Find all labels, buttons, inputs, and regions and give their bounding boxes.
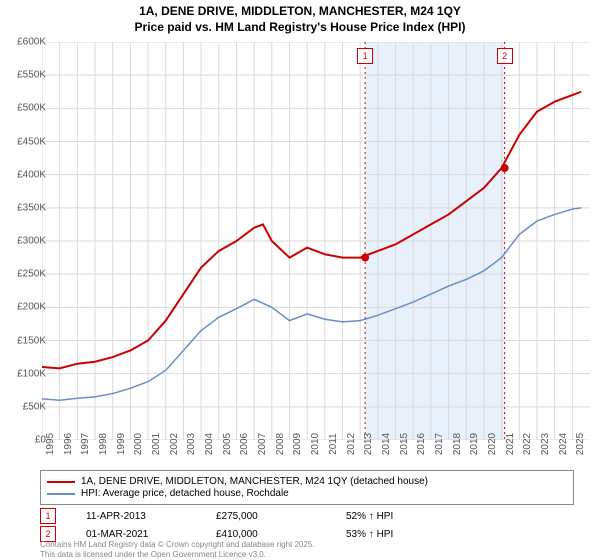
y-tick-label: £100K [17, 368, 46, 379]
x-tick-label: 2003 [186, 433, 197, 455]
x-tick-label: 2000 [133, 433, 144, 455]
sale-date: 01-MAR-2021 [86, 529, 216, 540]
x-tick-label: 2022 [522, 433, 533, 455]
x-tick-label: 2010 [310, 433, 321, 455]
footer: Contains HM Land Registry data © Crown c… [40, 540, 315, 559]
x-tick-label: 2025 [575, 433, 586, 455]
x-tick-label: 2007 [257, 433, 268, 455]
x-tick-label: 2017 [434, 433, 445, 455]
sale-row: 1 11-APR-2013£275,00052% ↑ HPI [40, 508, 560, 524]
y-tick-label: £200K [17, 302, 46, 313]
x-tick-label: 1999 [116, 433, 127, 455]
y-tick-label: £450K [17, 136, 46, 147]
x-tick-label: 1996 [63, 433, 74, 455]
chart-marker-badge: 1 [357, 48, 373, 64]
x-tick-label: 1995 [45, 433, 56, 455]
x-tick-label: 2012 [346, 433, 357, 455]
x-tick-label: 2002 [169, 433, 180, 455]
y-tick-label: £50K [23, 401, 46, 412]
sale-pct: 52% ↑ HPI [346, 511, 476, 522]
legend-swatch [47, 493, 75, 495]
x-tick-label: 2016 [416, 433, 427, 455]
y-tick-label: £350K [17, 202, 46, 213]
chart-title: 1A, DENE DRIVE, MIDDLETON, MANCHESTER, M… [0, 0, 600, 35]
y-tick-label: £300K [17, 236, 46, 247]
x-tick-label: 1997 [80, 433, 91, 455]
x-tick-label: 2006 [239, 433, 250, 455]
x-tick-label: 1998 [98, 433, 109, 455]
x-tick-label: 2019 [469, 433, 480, 455]
x-tick-label: 2018 [452, 433, 463, 455]
x-tick-label: 2004 [204, 433, 215, 455]
y-tick-label: £150K [17, 335, 46, 346]
y-tick-label: £250K [17, 269, 46, 280]
y-tick-label: £500K [17, 103, 46, 114]
y-tick-label: £600K [17, 37, 46, 48]
footer-line1: Contains HM Land Registry data © Crown c… [40, 540, 315, 550]
x-tick-label: 2015 [399, 433, 410, 455]
legend-label: HPI: Average price, detached house, Roch… [81, 488, 289, 499]
footer-line2: This data is licensed under the Open Gov… [40, 550, 315, 560]
x-tick-label: 2024 [558, 433, 569, 455]
x-tick-label: 2009 [292, 433, 303, 455]
sales-table: 111-APR-2013£275,00052% ↑ HPI201-MAR-202… [40, 508, 560, 544]
sale-date: 11-APR-2013 [86, 511, 216, 522]
x-tick-label: 2021 [505, 433, 516, 455]
legend-label: 1A, DENE DRIVE, MIDDLETON, MANCHESTER, M… [81, 476, 428, 487]
x-tick-label: 2005 [222, 433, 233, 455]
legend-item: HPI: Average price, detached house, Roch… [47, 488, 567, 499]
title-line2: Price paid vs. HM Land Registry's House … [0, 20, 600, 36]
x-tick-label: 2011 [328, 433, 339, 455]
x-tick-label: 2001 [151, 433, 162, 455]
y-tick-label: £550K [17, 70, 46, 81]
x-tick-label: 2013 [363, 433, 374, 455]
title-line1: 1A, DENE DRIVE, MIDDLETON, MANCHESTER, M… [0, 4, 600, 20]
line-chart [42, 42, 590, 440]
sale-price: £275,000 [216, 511, 346, 522]
sale-price: £410,000 [216, 529, 346, 540]
chart-marker-badge: 2 [497, 48, 513, 64]
chart-area [42, 42, 590, 440]
y-tick-label: £400K [17, 169, 46, 180]
sale-badge: 1 [40, 508, 56, 524]
x-tick-label: 2014 [381, 433, 392, 455]
x-tick-label: 2023 [540, 433, 551, 455]
legend-swatch [47, 481, 75, 483]
legend-item: 1A, DENE DRIVE, MIDDLETON, MANCHESTER, M… [47, 476, 567, 487]
legend: 1A, DENE DRIVE, MIDDLETON, MANCHESTER, M… [40, 470, 574, 505]
x-tick-label: 2008 [275, 433, 286, 455]
sale-pct: 53% ↑ HPI [346, 529, 476, 540]
x-tick-label: 2020 [487, 433, 498, 455]
